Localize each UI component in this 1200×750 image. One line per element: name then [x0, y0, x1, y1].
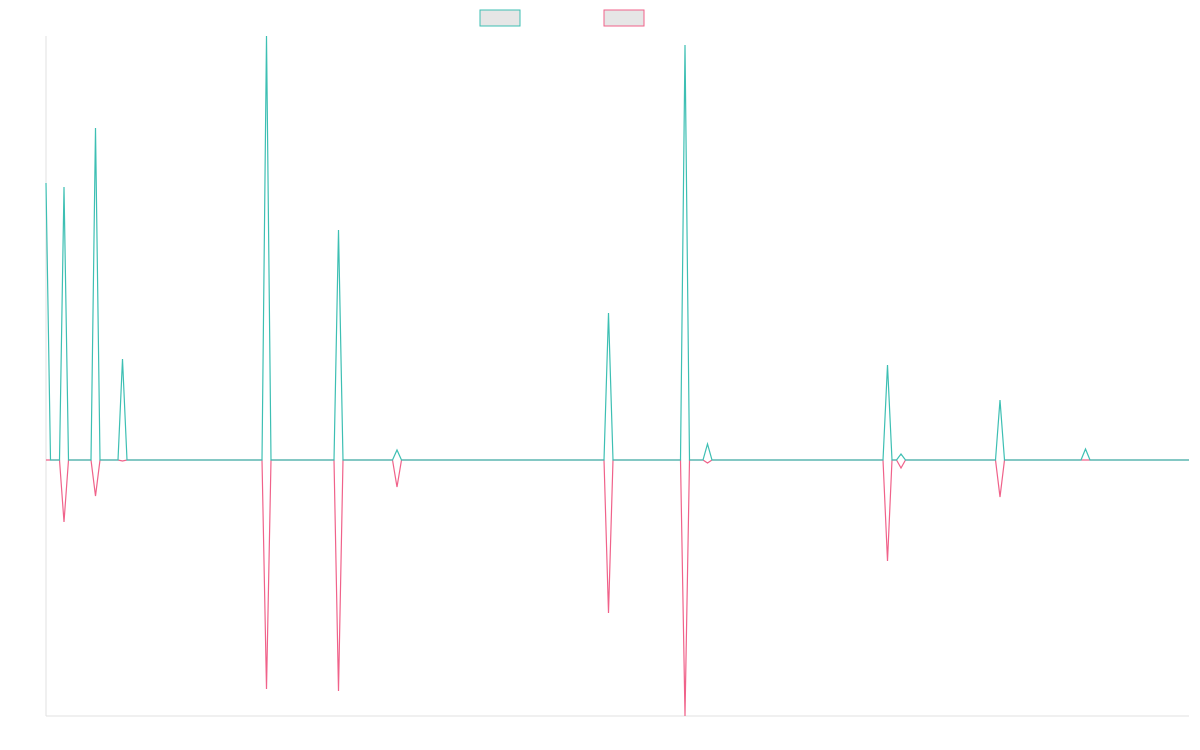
series-line	[45, 35, 1189, 461]
legend-swatch	[603, 9, 645, 27]
legend-swatch	[479, 9, 521, 27]
series-line	[46, 459, 1189, 717]
